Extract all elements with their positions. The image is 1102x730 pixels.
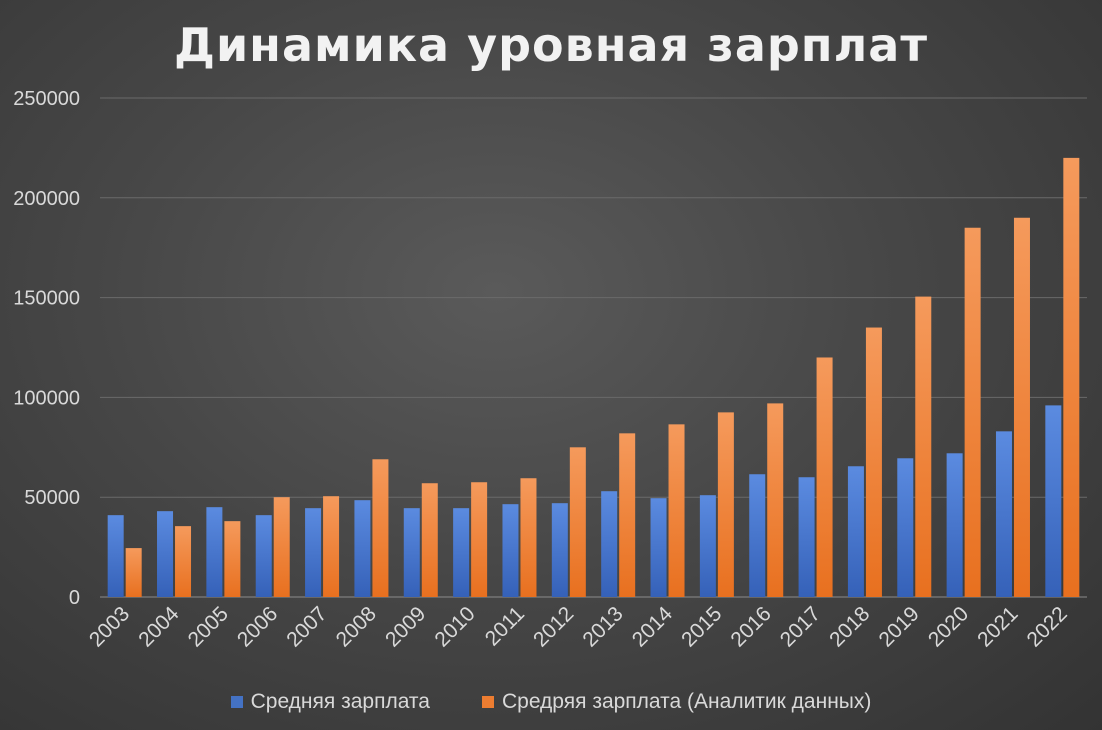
x-tick-label: 2012 bbox=[529, 602, 578, 651]
bar-avg-salary bbox=[798, 477, 815, 597]
x-tick-label: 2016 bbox=[726, 602, 775, 651]
legend-item: Средряя зарплата (Аналитик данных) bbox=[481, 690, 872, 714]
bar-avg-salary bbox=[847, 466, 864, 597]
bar-avg-salary bbox=[1045, 405, 1062, 597]
x-tick-label: 2006 bbox=[233, 602, 282, 651]
x-tick-label: 2018 bbox=[825, 602, 874, 651]
bar-avg-salary bbox=[650, 498, 667, 597]
bar-analyst-salary bbox=[175, 526, 192, 597]
x-tick-label: 2010 bbox=[430, 602, 479, 651]
bar-avg-salary bbox=[995, 431, 1012, 597]
legend-swatch bbox=[230, 696, 243, 708]
bar-analyst-salary bbox=[1063, 157, 1080, 597]
bar-avg-salary bbox=[601, 491, 618, 597]
bar-analyst-salary bbox=[471, 482, 488, 597]
x-tick-label: 2009 bbox=[381, 602, 430, 651]
bar-analyst-salary bbox=[224, 521, 241, 597]
bar-avg-salary bbox=[305, 508, 322, 597]
y-tick-label: 200000 bbox=[13, 188, 80, 210]
bar-avg-salary bbox=[453, 508, 470, 597]
x-tick-label: 2017 bbox=[776, 602, 825, 651]
bar-analyst-salary bbox=[915, 296, 932, 597]
legend-item: Средняя зарплата bbox=[230, 690, 430, 714]
bar-avg-salary bbox=[107, 515, 124, 597]
bar-analyst-salary bbox=[421, 483, 438, 597]
bar-analyst-salary bbox=[668, 424, 685, 597]
x-tick-label: 2015 bbox=[677, 602, 726, 651]
x-tick-label: 2011 bbox=[481, 602, 529, 650]
x-tick-label: 2020 bbox=[924, 602, 973, 651]
bar-analyst-salary bbox=[273, 497, 290, 597]
x-tick-label: 2019 bbox=[875, 602, 924, 651]
bar-analyst-salary bbox=[520, 478, 537, 597]
bar-avg-salary bbox=[354, 500, 371, 597]
bar-analyst-salary bbox=[1013, 217, 1030, 597]
bar-analyst-salary bbox=[816, 357, 833, 597]
bar-avg-salary bbox=[551, 503, 568, 597]
bar-avg-salary bbox=[502, 504, 519, 597]
x-tick-label: 2004 bbox=[134, 602, 184, 652]
x-tick-label: 2022 bbox=[1023, 602, 1072, 651]
bar-avg-salary bbox=[749, 474, 766, 597]
y-tick-label: 50000 bbox=[24, 487, 80, 509]
y-tick-label: 250000 bbox=[13, 88, 80, 110]
bar-avg-salary bbox=[157, 511, 174, 597]
bar-analyst-salary bbox=[865, 327, 882, 597]
x-tick-label: 2005 bbox=[184, 602, 233, 651]
legend-swatch bbox=[481, 696, 494, 708]
bar-analyst-salary bbox=[372, 459, 389, 597]
bar-analyst-salary bbox=[323, 496, 340, 597]
bar-analyst-salary bbox=[767, 403, 784, 597]
x-tick-label: 2003 bbox=[85, 602, 134, 651]
bar-analyst-salary bbox=[619, 433, 636, 597]
x-tick-label: 2021 bbox=[973, 602, 1022, 651]
x-tick-label: 2014 bbox=[628, 602, 678, 652]
bar-avg-salary bbox=[403, 508, 420, 597]
chart-title: Динамика уровная зарплат bbox=[173, 18, 928, 72]
bar-analyst-salary bbox=[125, 548, 142, 597]
bar-avg-salary bbox=[897, 458, 914, 597]
y-tick-label: 100000 bbox=[13, 387, 80, 409]
bar-avg-salary bbox=[255, 515, 272, 597]
legend: Средняя зарплата Средряя зарплата (Аналит… bbox=[0, 690, 1102, 714]
bar-analyst-salary bbox=[964, 227, 981, 598]
bar-avg-salary bbox=[946, 453, 963, 597]
legend-label: Средряя зарплата (Аналитик данных) bbox=[501, 690, 872, 713]
bar-avg-salary bbox=[206, 507, 223, 597]
x-tick-label: 2007 bbox=[282, 602, 331, 651]
x-tick-label: 2013 bbox=[578, 602, 627, 651]
y-tick-label: 0 bbox=[69, 587, 80, 609]
bar-analyst-salary bbox=[569, 447, 586, 597]
legend-label: Средняя зарплата bbox=[250, 690, 430, 713]
y-tick-label: 150000 bbox=[13, 288, 80, 310]
bar-analyst-salary bbox=[717, 412, 734, 597]
x-tick-label: 2008 bbox=[332, 602, 381, 651]
bar-avg-salary bbox=[699, 495, 716, 597]
